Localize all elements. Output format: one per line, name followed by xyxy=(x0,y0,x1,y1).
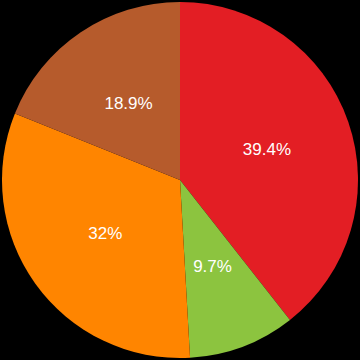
svg-text:32%: 32% xyxy=(88,224,122,243)
svg-text:9.7%: 9.7% xyxy=(193,257,232,276)
svg-text:18.9%: 18.9% xyxy=(104,94,152,113)
svg-text:39.4%: 39.4% xyxy=(243,140,291,159)
